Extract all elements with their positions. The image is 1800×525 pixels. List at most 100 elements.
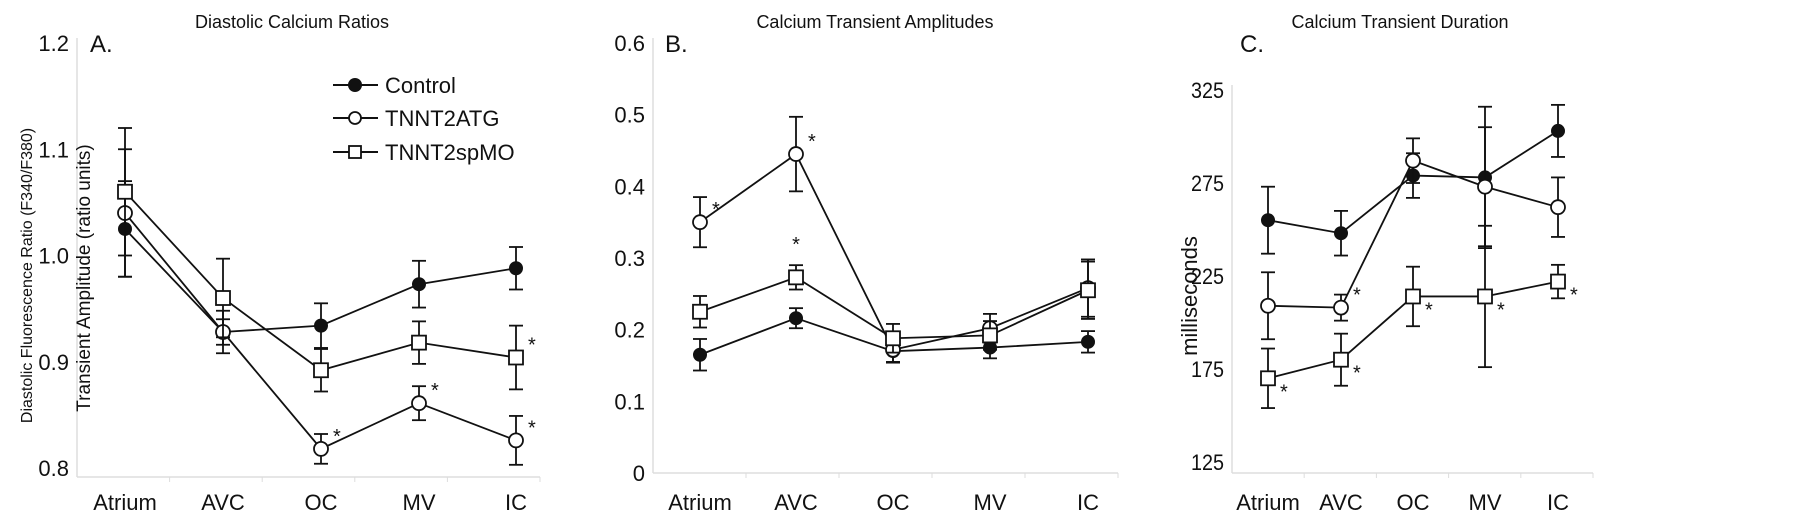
data-point: [789, 311, 803, 326]
data-point: [411, 334, 427, 351]
panel-label: C.: [1240, 31, 1264, 58]
data-point: [788, 146, 804, 162]
x-tick-label: IC: [1547, 490, 1569, 515]
x-tick-label: Atrium: [93, 490, 157, 515]
significance-marker: *: [792, 234, 800, 256]
y-tick-label: 0.5: [614, 103, 645, 128]
legend-item-control: Control: [333, 73, 456, 98]
data-point: [692, 303, 708, 320]
significance-marker: *: [808, 131, 816, 153]
chart-panel-b: Calcium Transient Amplitudes B. 0 0.1 0.2 0.3…: [74, 12, 1119, 515]
significance-marker: *: [712, 199, 720, 221]
chart-title: Calcium Transient Amplitudes: [756, 12, 993, 32]
series-tnnt2spmo: *: [117, 127, 536, 393]
chart-panel-c: Calcium Transient Duration C. 125 175 225 275…: [1177, 12, 1594, 515]
legend-item-tnnt2spmo: TNNT2spMO: [333, 140, 515, 165]
data-point: [1260, 370, 1276, 387]
significance-marker: *: [1353, 285, 1361, 307]
data-point: [117, 183, 133, 200]
data-point: [788, 269, 804, 286]
y-tick-label: 325: [1191, 78, 1224, 103]
data-point: [412, 277, 426, 292]
y-axis-label: Transient Amplitude (ratio units): [74, 144, 95, 412]
y-tick-label: 0: [633, 461, 645, 486]
data-point: [1477, 178, 1493, 195]
significance-marker: *: [1425, 299, 1433, 321]
y-axis-label: milliseconds: [1177, 236, 1202, 356]
significance-marker: *: [1280, 381, 1288, 403]
x-tick-label: AVC: [201, 490, 245, 515]
open-circle-marker-icon: [348, 111, 362, 125]
y-tick-label: 1.1: [38, 137, 69, 162]
x-tick-label: MV: [403, 490, 436, 515]
series-tnnt2atg: * * *: [117, 148, 536, 466]
data-point: [1081, 334, 1095, 349]
y-tick-label: 0.8: [38, 456, 69, 481]
y-tick-label: 0.1: [614, 389, 645, 414]
data-point: [1405, 288, 1421, 305]
series-control: [118, 180, 523, 349]
data-point: [885, 330, 901, 347]
data-point: [1551, 123, 1565, 138]
significance-marker: *: [1570, 285, 1578, 307]
data-point: [1333, 299, 1349, 316]
y-tick-label: 0.2: [614, 318, 645, 343]
x-tick-label: MV: [974, 490, 1007, 515]
data-point: [982, 327, 998, 344]
y-tick-label: 0.6: [614, 31, 645, 56]
data-point: [313, 440, 329, 457]
data-point: [1477, 288, 1493, 305]
legend-label: TNNT2ATG: [385, 106, 499, 131]
data-point: [1334, 226, 1348, 241]
data-point: [1405, 152, 1421, 169]
panel-label: A.: [90, 31, 113, 58]
y-tick-label: 0.3: [614, 246, 645, 271]
y-tick-label: 1.2: [38, 31, 69, 56]
x-tick-label: Atrium: [1236, 490, 1300, 515]
x-tick-label: OC: [877, 490, 910, 515]
x-tick-label: AVC: [774, 490, 818, 515]
panel-label: B.: [665, 31, 688, 58]
x-tick-label: Atrium: [668, 490, 732, 515]
data-point: [693, 347, 707, 362]
legend-label: Control: [385, 73, 456, 98]
open-square-marker-icon: [348, 145, 362, 159]
data-point: [1550, 273, 1566, 290]
data-point: [1080, 282, 1096, 299]
series-line: [699, 152, 1089, 351]
data-point: [1550, 199, 1566, 216]
data-point: [215, 290, 231, 306]
data-point: [313, 362, 329, 379]
data-point: [692, 214, 708, 231]
legend-item-tnnt2atg: TNNT2ATG: [333, 106, 499, 131]
data-point: [314, 318, 328, 333]
data-point: [1261, 213, 1275, 228]
data-point: [1260, 297, 1276, 314]
series-tnnt2atg: *: [1260, 126, 1566, 341]
significance-marker: *: [528, 417, 536, 439]
filled-circle-marker-icon: [348, 78, 362, 92]
x-tick-label: MV: [1469, 490, 1502, 515]
y-tick-label: 275: [1191, 171, 1224, 196]
y-tick-label: 225: [1191, 264, 1224, 289]
y-tick-label: 175: [1191, 357, 1224, 382]
data-point: [509, 261, 523, 276]
significance-marker: *: [1353, 363, 1361, 385]
x-tick-label: AVC: [1319, 490, 1363, 515]
series-tnnt2spmo: * * * * *: [1260, 224, 1578, 409]
chart-panel-a: Diastolic Calcium Ratios A. 0.8 0.9 1.0 1.1 1.…: [19, 12, 541, 515]
x-tick-label: IC: [1077, 490, 1099, 515]
series-tnnt2atg: **: [692, 115, 1096, 364]
data-point: [411, 395, 427, 412]
y-tick-label: 1.0: [38, 244, 69, 269]
significance-marker: *: [431, 380, 439, 402]
x-tick-label: OC: [305, 490, 338, 515]
y-axis-label: Diastolic Fluorescence Ratio (F340/F380): [19, 128, 36, 423]
data-point: [508, 432, 524, 449]
significance-marker: *: [1497, 299, 1505, 321]
legend: Control TNNT2ATG TNNT2spMO: [333, 73, 515, 165]
y-tick-label: 125: [1191, 450, 1224, 475]
significance-marker: *: [333, 426, 341, 448]
legend-label: TNNT2spMO: [385, 140, 515, 165]
